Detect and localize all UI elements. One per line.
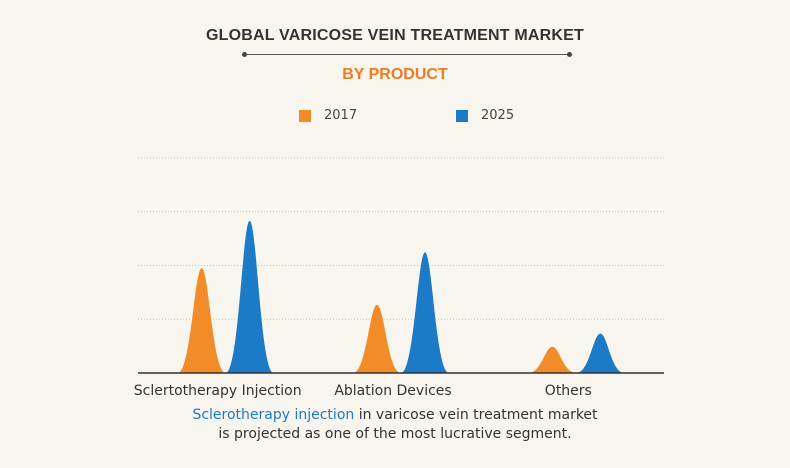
peak-2025-3 <box>576 333 625 373</box>
legend-label-2025: 2025 <box>481 108 515 123</box>
legend-item-2017: 2017 <box>299 108 357 123</box>
chart-caption: Sclerotherapy injection in varicose vein… <box>0 406 790 444</box>
chart-subtitle: BY PRODUCT <box>342 66 448 83</box>
caption-line2: is projected as one of the most lucrativ… <box>218 426 572 442</box>
divider-dot-right <box>567 52 572 57</box>
legend-label-2017: 2017 <box>324 108 358 123</box>
x-tick-label: Others <box>545 383 592 399</box>
legend-swatch-2017 <box>299 109 311 122</box>
chart-title: GLOBAL VARICOSE VEIN TREATMENT MARKET <box>205 27 585 44</box>
peak-2017-1 <box>177 268 226 373</box>
divider-line <box>246 54 568 55</box>
peak-2017-3 <box>528 346 577 373</box>
peak-2025-1 <box>225 220 274 373</box>
caption-highlight: Sclerotherapy injection <box>192 407 355 423</box>
legend-item-2025: 2025 <box>456 108 514 123</box>
x-tick-label: Sclertotherapy Injection <box>134 383 302 399</box>
legend-swatch-2025 <box>456 109 468 122</box>
x-tick-label: Ablation Devices <box>334 383 451 399</box>
title-divider <box>242 52 572 57</box>
caption-line1-rest: in varicose vein treatment market <box>354 407 598 423</box>
peak-2017-2 <box>353 304 401 373</box>
peak-2025-2 <box>401 252 449 373</box>
divider-dot-left <box>242 52 247 57</box>
